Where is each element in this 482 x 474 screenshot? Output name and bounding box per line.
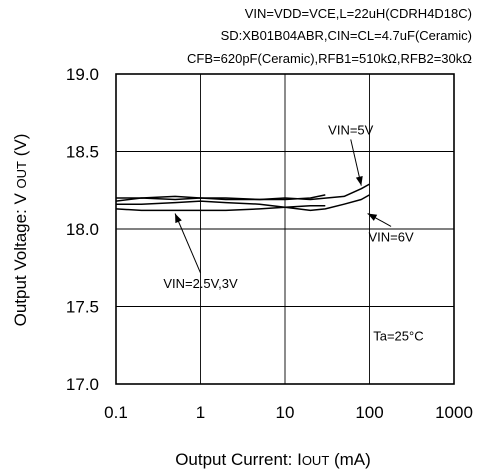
x-tick-label: 100 (355, 403, 383, 422)
annotation-label-1: VIN=5V (328, 122, 373, 137)
series-layer (115, 183, 370, 212)
y-tick-label: 18.0 (66, 220, 99, 239)
annotation-label-2: VIN=6V (368, 229, 413, 244)
y-tick-label: 19.0 (66, 65, 99, 84)
header-line-3: CFB=620pF(Ceramic),RFB1=510kΩ,RFB2=30kΩ (187, 51, 472, 66)
annotation-arrowhead-3 (175, 213, 182, 224)
series-line-2 (115, 183, 370, 202)
plot-frame (115, 73, 455, 385)
x-tick-label: 0.1 (104, 403, 128, 422)
header-line-1: VIN=VDD=VCE,L=22uH(CDRH4D18C) (245, 6, 472, 21)
chart-header: VIN=VDD=VCE,L=22uH(CDRH4D18C) SD:XB01B04… (187, 6, 472, 66)
x-tick-label: 1 (196, 403, 205, 422)
y-tick-label: 17.5 (66, 298, 99, 317)
annotation-label-3: VIN=2.5V,3V (163, 276, 238, 291)
annotation-arrowhead-1 (355, 176, 363, 186)
annotation-arrowhead-2 (367, 213, 378, 221)
x-axis-label: Output Current: IOUT (mA) (175, 450, 371, 469)
y-tick-label: 17.0 (66, 375, 99, 394)
header-line-2: SD:XB01B04ABR,CIN=CL=4.7uF(Ceramic) (221, 28, 472, 43)
annotation-label-4: Ta=25°C (373, 329, 423, 344)
x-tick-labels: 0.1 1 10 100 1000 (104, 403, 473, 422)
series-line-4 (115, 205, 326, 212)
x-tick-label: 10 (276, 403, 295, 422)
y-axis-label: Output Voltage: V OUT (V) (11, 134, 30, 327)
y-tick-labels: 17.0 17.5 18.0 18.5 19.0 (66, 65, 99, 394)
y-tick-label: 18.5 (66, 143, 99, 162)
x-tick-label: 1000 (435, 403, 473, 422)
annotation-arrow-3 (174, 213, 201, 274)
series-line-3 (116, 194, 370, 212)
annotation-layer: VIN=5V VIN=6V VIN=2.5V,3V Ta=25°C (163, 122, 423, 343)
